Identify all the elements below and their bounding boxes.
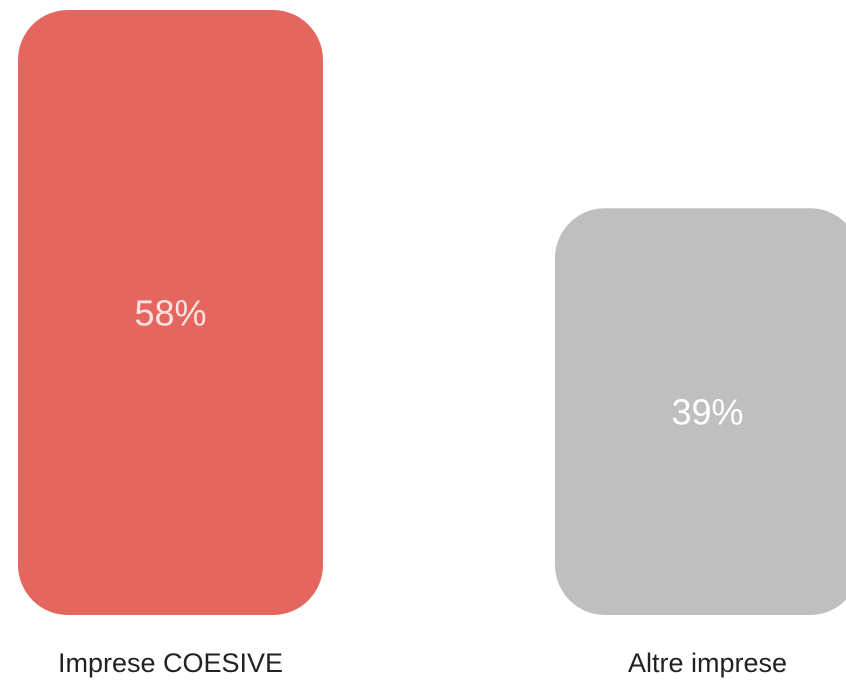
category-label-1: Imprese COESIVE xyxy=(58,648,283,678)
category-label-2: Altre imprese xyxy=(628,648,787,678)
bar-value-label-2: 39% xyxy=(671,392,743,433)
bar-1 xyxy=(18,10,323,615)
bar-value-label-1: 58% xyxy=(134,293,206,334)
bar-2 xyxy=(555,208,846,615)
